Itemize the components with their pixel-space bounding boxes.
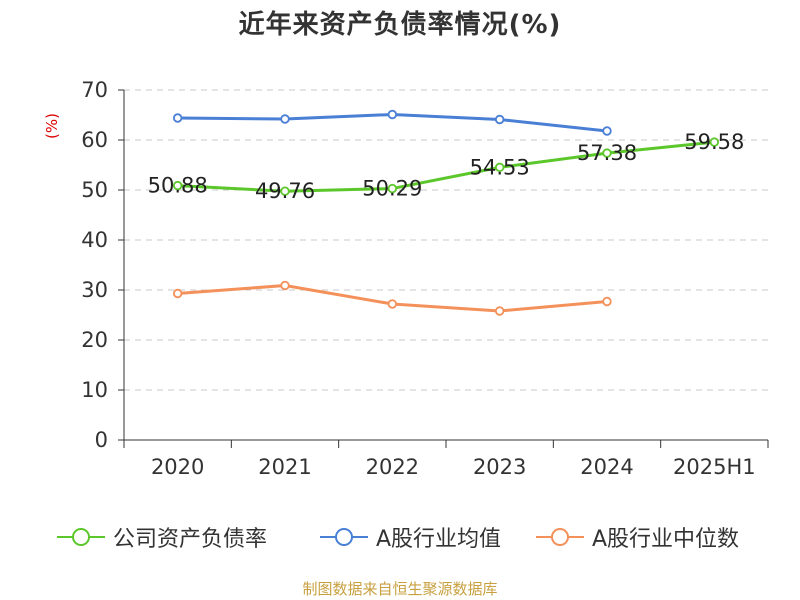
x-tick-label: 2023: [473, 455, 526, 479]
series-line-0: [176, 140, 716, 193]
data-label: 57.38: [577, 141, 637, 165]
legend-item-industry-mean[interactable]: A股行业均值: [320, 521, 501, 553]
legend-marker-company: [57, 528, 105, 546]
x-tick-label: 2020: [151, 455, 204, 479]
data-label: 50.88: [148, 174, 208, 198]
y-tick-label: 10: [81, 378, 108, 402]
data-point-2: [387, 299, 398, 309]
chart-title: 近年来资产负债率情况(%): [238, 10, 562, 40]
y-tick-label: 40: [81, 228, 108, 252]
y-tick-label: 70: [81, 78, 108, 102]
x-tick-label: 2024: [580, 455, 633, 479]
legend-item-company[interactable]: 公司资产负债率: [57, 521, 267, 553]
y-tick-label: 20: [81, 328, 108, 352]
data-point-2: [494, 306, 505, 316]
y-tick-label: 0: [95, 428, 108, 452]
data-point-1: [280, 114, 290, 124]
data-point-0: [602, 148, 612, 158]
legend-marker-industry-median: [536, 528, 584, 546]
data-point-1: [494, 114, 505, 125]
data-label: 54.53: [470, 155, 530, 179]
data-point-2: [172, 288, 183, 299]
data-point-2: [280, 280, 290, 291]
legend-label-industry-median: A股行业中位数: [592, 527, 740, 552]
x-tick-label: 2025H1: [673, 455, 756, 479]
data-label: 50.29: [362, 177, 422, 201]
data-point-0: [172, 180, 183, 191]
data-point-1: [387, 109, 398, 120]
legend-label-company: 公司资产负债率: [113, 527, 268, 552]
data-point-0: [709, 137, 720, 147]
x-tick-label: 2021: [258, 455, 311, 479]
legend-marker-industry-mean: [320, 528, 368, 546]
data-point-1: [172, 113, 183, 123]
y-tick-label: 50: [81, 178, 108, 202]
x-tick-label: 2022: [366, 455, 419, 479]
legend-label-industry-mean: A股行业均值: [376, 527, 502, 552]
y-tick-label: 60: [81, 128, 108, 152]
legend: 公司资产负债率 A股行业均值 A股行业中位数: [0, 521, 800, 553]
data-point-1: [602, 126, 612, 136]
data-label: 59.58: [684, 130, 744, 154]
data-point-2: [602, 296, 612, 307]
data-point-0: [494, 162, 505, 173]
source-label: 制图数据来自恒生聚源数据库: [302, 580, 498, 598]
data-label: 49.76: [255, 179, 315, 203]
data-point-0: [387, 183, 398, 194]
y-tick-label: 30: [81, 278, 108, 302]
legend-item-industry-median[interactable]: A股行业中位数: [536, 521, 739, 553]
data-point-0: [280, 186, 290, 196]
